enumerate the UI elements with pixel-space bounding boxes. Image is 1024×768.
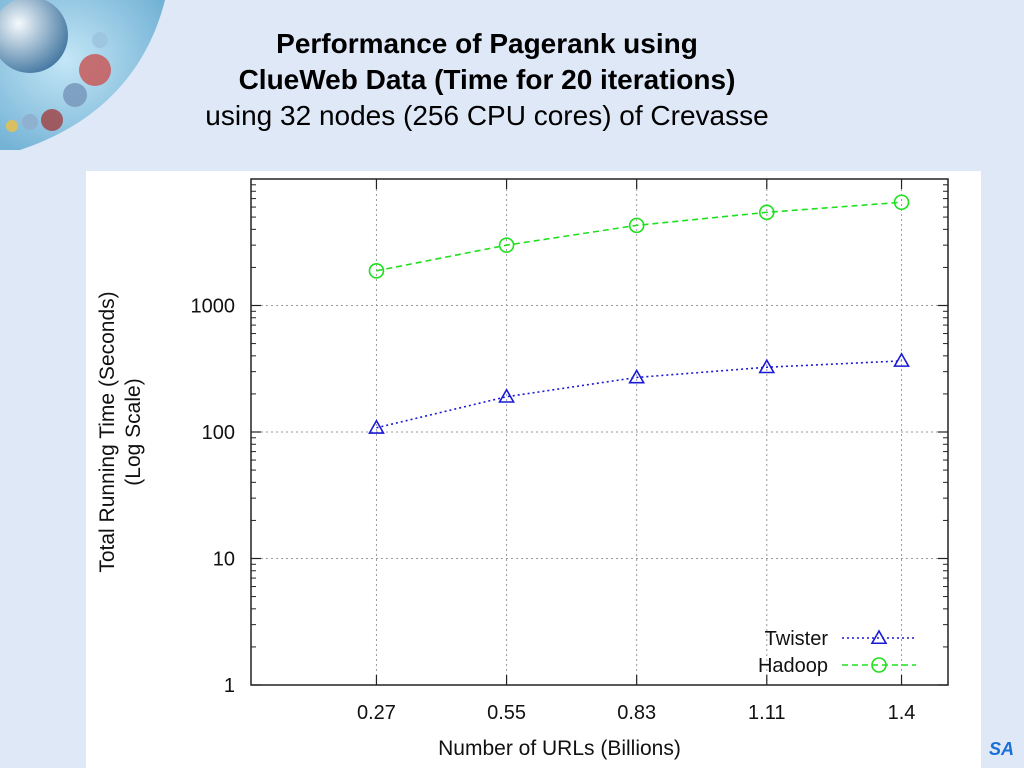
legend-label-twister: Twister [765,628,829,650]
chart-panel: 1 10 100 1000 0.27 0.55 0.83 1.11 1.4 Number of U… [86,171,981,768]
data-point-twister [758,358,776,374]
data-point-hadoop [758,204,775,221]
y-tick-label: 1000 [191,296,236,318]
y-tick-label: 100 [202,422,235,444]
x-tick-label: 0.55 [487,702,526,724]
legend-label-hadoop: Hadoop [758,655,828,677]
data-point-hadoop [893,194,910,211]
pagerank-chart: 1 10 100 1000 0.27 0.55 0.83 1.11 1.4 Number of U… [96,178,949,760]
y-tick-label: 1 [224,675,235,697]
x-tick-label: 1.11 [748,702,785,724]
y-axis-label: Total Running Time (Seconds) [96,291,119,572]
slide-title: Performance of Pagerank using ClueWeb Da… [100,26,874,134]
data-point-twister [368,419,385,434]
x-tick-label: 1.4 [888,702,916,724]
corner-logo: SA [988,739,1014,759]
globe-logo [0,0,165,150]
x-tick-label: 0.27 [357,702,396,724]
x-tick-label: 0.83 [617,702,656,724]
title-line-1: Performance of Pagerank using [276,28,698,59]
legend-marker-hadoop [871,657,887,673]
data-point-hadoop [498,237,515,253]
data-point-twister [498,388,515,403]
series-line-twister [376,360,902,429]
title-subtitle: using 32 nodes (256 CPU cores) of Crevas… [205,100,769,131]
title-line-2: ClueWeb Data (Time for 20 iterations) [238,64,736,95]
data-point-hadoop [368,263,385,279]
plot-frame [250,178,949,686]
y-axis-label-scale: (Log Scale) [122,378,145,485]
legend-marker-twister [870,629,888,645]
data-point-twister [628,368,646,384]
data-point-hadoop [628,217,645,234]
data-point-twister [893,352,910,367]
x-axis-label: Number of URLs (Billions) [438,737,681,760]
y-tick-label: 10 [213,549,235,571]
series-line-hadoop [376,201,902,272]
